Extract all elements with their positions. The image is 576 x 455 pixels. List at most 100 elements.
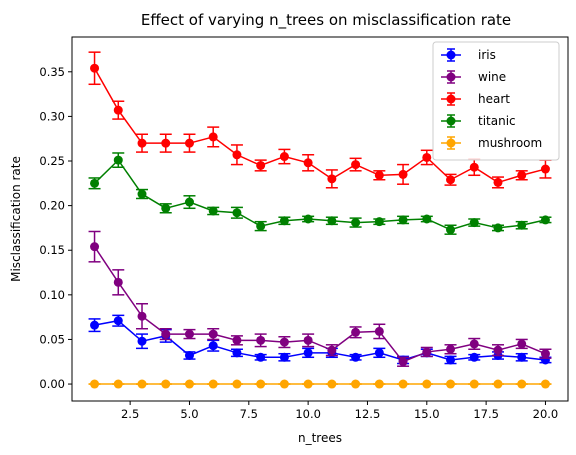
data-point [137, 336, 147, 346]
data-point [469, 352, 479, 362]
data-point [327, 345, 337, 355]
data-point [374, 170, 384, 180]
y-tick-label: 0.15 [39, 243, 65, 257]
data-point [90, 320, 100, 330]
data-point [303, 214, 313, 224]
data-point [540, 349, 550, 359]
data-point [469, 218, 479, 228]
data-point [351, 327, 361, 337]
y-tick-label: 0.30 [39, 109, 65, 123]
x-tick-label: 17.5 [473, 407, 499, 421]
data-point [422, 152, 432, 162]
data-point [137, 311, 147, 321]
series-mushroom [88, 379, 552, 389]
data-point [279, 379, 289, 389]
y-tick-label: 0.00 [39, 377, 65, 391]
data-point [469, 339, 479, 349]
legend-box [432, 41, 560, 161]
data-point [422, 214, 432, 224]
x-tick-label: 7.5 [240, 407, 258, 421]
data-point [493, 223, 503, 233]
data-point [493, 379, 503, 389]
x-tick-label: 15.0 [414, 407, 440, 421]
data-point [279, 216, 289, 226]
data-point [374, 348, 384, 358]
data-point [351, 379, 361, 389]
x-tick-label: 2.5 [121, 407, 139, 421]
data-point [398, 357, 408, 367]
data-point [256, 379, 266, 389]
data-point [279, 352, 289, 362]
data-point [208, 329, 218, 339]
data-point [256, 352, 266, 362]
y-tick-label: 0.20 [39, 199, 65, 213]
data-point [446, 344, 456, 354]
data-point [137, 138, 147, 148]
data-point [493, 177, 503, 187]
data-point [303, 158, 313, 168]
data-point [113, 316, 123, 326]
data-point [469, 162, 479, 172]
data-point [208, 206, 218, 216]
legend-label: heart [478, 92, 510, 106]
x-tick-label: 12.5 [355, 407, 381, 421]
data-point [327, 216, 337, 226]
x-tick-label: 5.0 [180, 407, 198, 421]
legend-marker [446, 72, 456, 82]
data-point [113, 379, 123, 389]
legend-item-heart: heart [441, 92, 510, 106]
data-point [351, 160, 361, 170]
data-point [90, 178, 100, 188]
y-tick-label: 0.05 [39, 332, 65, 346]
legend-item-titanic: titanic [441, 114, 516, 128]
data-point [208, 379, 218, 389]
data-point [90, 63, 100, 73]
data-point [517, 379, 527, 389]
x-tick-label: 10.0 [295, 407, 321, 421]
data-point [398, 215, 408, 225]
series-wine [88, 230, 552, 367]
data-point [398, 379, 408, 389]
data-point [517, 220, 527, 230]
data-point [184, 351, 194, 360]
legend-item-iris: iris [441, 48, 496, 62]
data-point [446, 225, 456, 235]
data-point [493, 345, 503, 355]
data-point [446, 175, 456, 185]
data-point [351, 218, 361, 228]
x-axis-label: n_trees [298, 431, 342, 445]
data-point [279, 337, 289, 347]
data-point [232, 150, 242, 160]
data-point [327, 379, 337, 389]
y-tick-label: 0.25 [39, 154, 65, 168]
data-point [446, 379, 456, 389]
data-point [256, 221, 266, 231]
data-point [256, 335, 266, 345]
legend-item-wine: wine [441, 70, 506, 84]
data-point [540, 215, 550, 225]
y-axis-label: Misclassification rate [9, 156, 23, 282]
data-point [161, 379, 171, 389]
data-point [327, 174, 337, 184]
y-tick-label: 0.10 [39, 288, 65, 302]
legend-label: wine [478, 70, 506, 84]
legend-label: iris [478, 48, 496, 62]
legend-marker [446, 116, 456, 126]
data-point [279, 152, 289, 162]
data-point [137, 379, 147, 389]
chart-title: Effect of varying n_trees on misclassifi… [141, 11, 511, 30]
data-point [137, 189, 147, 199]
data-point [446, 355, 456, 365]
data-point [113, 155, 123, 165]
data-point [232, 208, 242, 218]
data-point [90, 242, 100, 252]
data-point [303, 379, 313, 389]
plot-area-frame [71, 36, 569, 402]
data-point [161, 203, 171, 213]
data-point [540, 164, 550, 174]
data-point [374, 326, 384, 336]
legend-marker [446, 94, 456, 104]
data-point [351, 352, 361, 362]
y-tick-label: 0.35 [39, 65, 65, 79]
